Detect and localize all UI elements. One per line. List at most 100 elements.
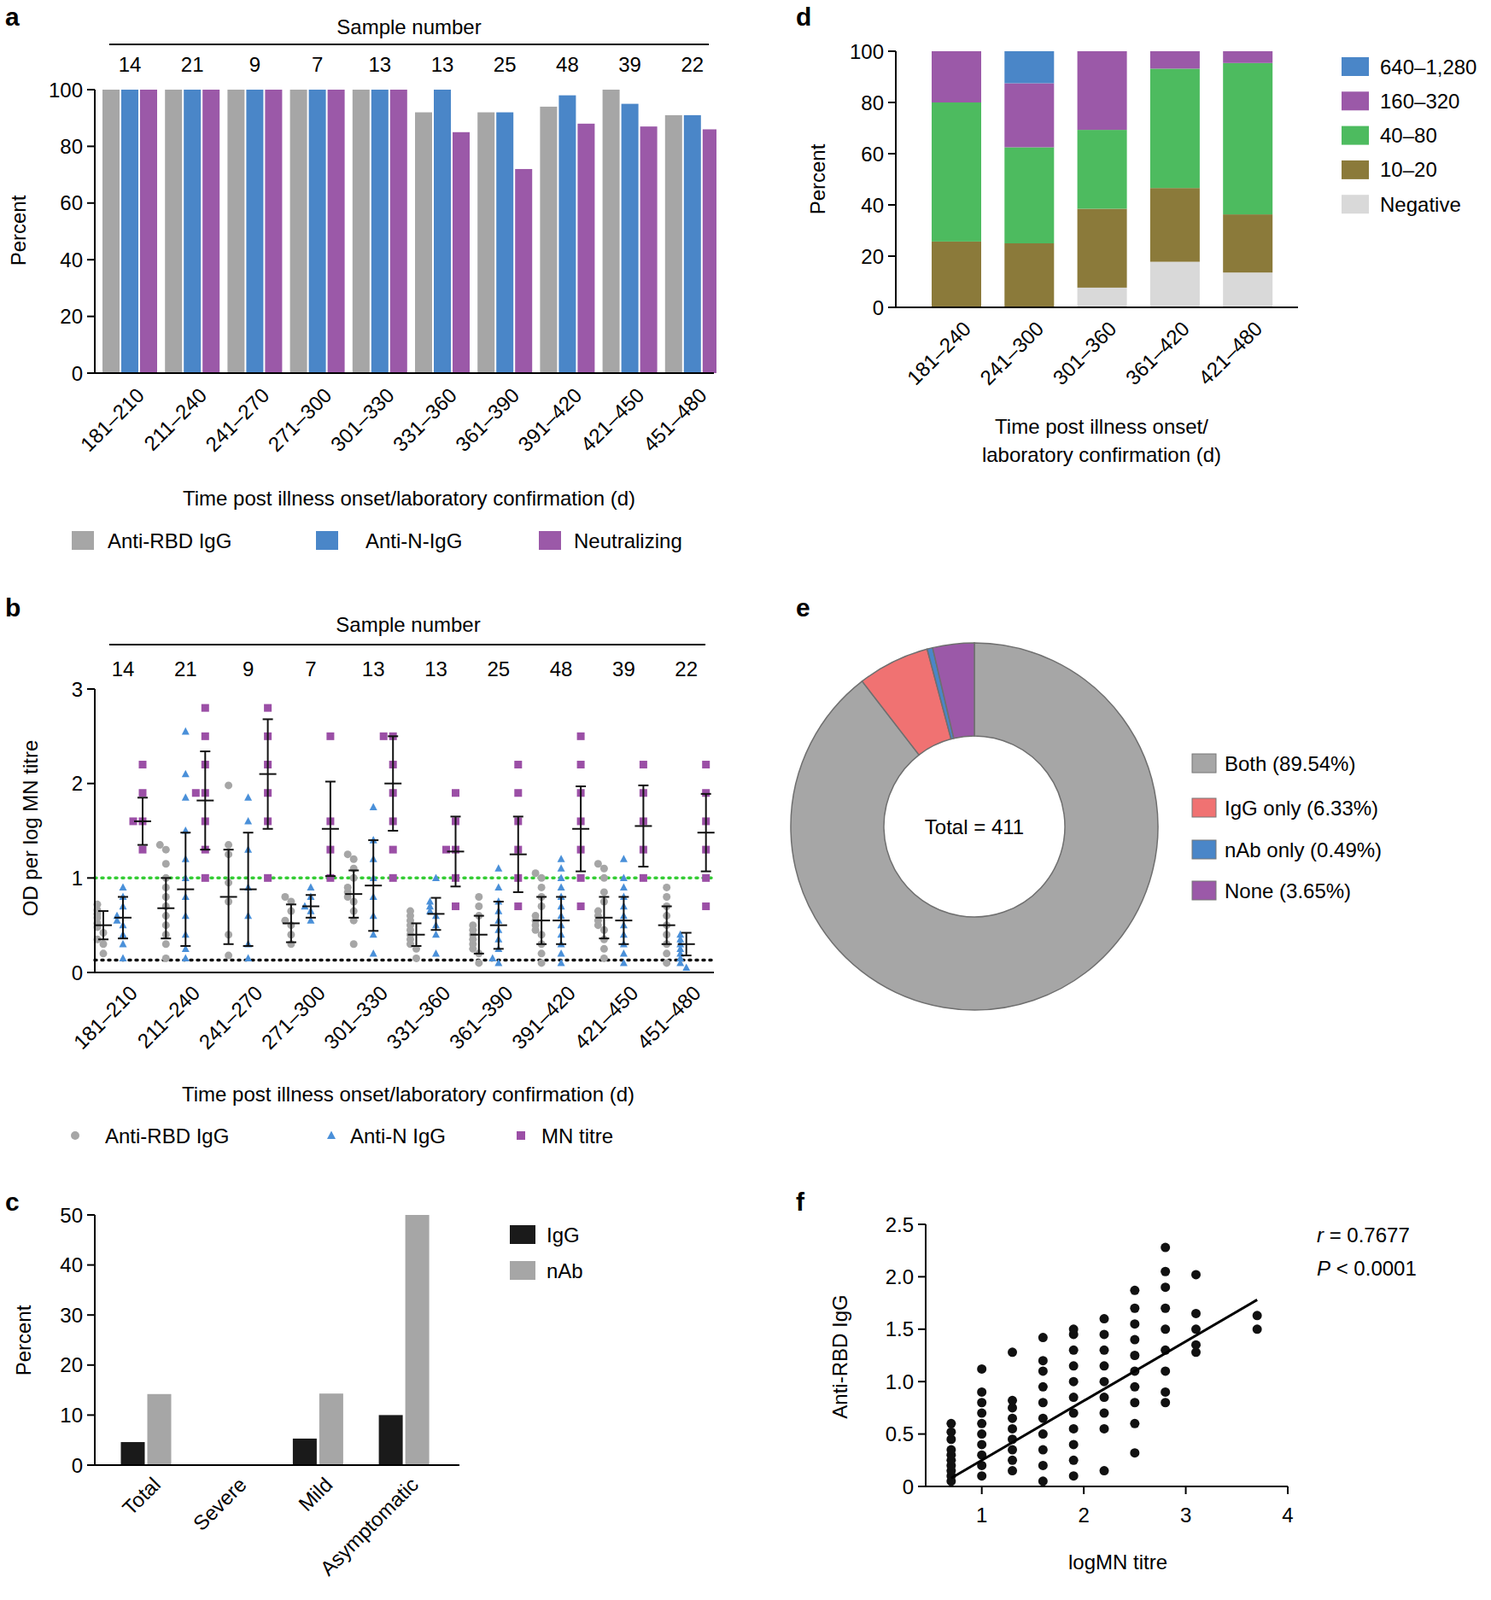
bar: [539, 106, 557, 374]
tick-label: 1: [71, 866, 83, 890]
legend-label: Both (89.54%): [1224, 752, 1356, 776]
error-cap: [325, 875, 336, 878]
point: [514, 902, 522, 911]
x-axis: [94, 372, 714, 375]
point: [1099, 1361, 1110, 1371]
tick-label: 10: [59, 1403, 83, 1427]
x-axis: [895, 306, 1299, 309]
bar: [514, 169, 533, 374]
tick-label: 0: [71, 961, 83, 985]
error-cap: [450, 815, 462, 818]
point: [1069, 1377, 1079, 1387]
mean-line: [384, 783, 402, 785]
error-cap: [555, 943, 567, 946]
bar: [621, 104, 639, 374]
mean-line: [678, 943, 696, 946]
point: [1129, 1286, 1140, 1296]
point: [380, 732, 388, 741]
error-cap: [598, 895, 609, 898]
mean-line: [447, 850, 465, 853]
point: [139, 760, 147, 769]
point: [306, 882, 315, 891]
point: [350, 940, 358, 948]
legend-marker: [70, 1131, 80, 1141]
point: [1191, 1309, 1201, 1319]
bar: [602, 89, 620, 374]
point: [224, 952, 233, 960]
error-cap: [223, 943, 234, 946]
legend-swatch: [509, 1225, 536, 1245]
bar-segment: [1004, 147, 1054, 245]
tick-label: Severe: [188, 1473, 252, 1536]
point: [99, 949, 108, 958]
point: [224, 841, 233, 849]
legend-label: 640–1,280: [1379, 55, 1477, 79]
point: [532, 912, 540, 920]
legend-label: nAb: [546, 1259, 584, 1283]
point: [162, 859, 170, 868]
point: [1069, 1392, 1079, 1403]
figure: aSample number14219713132548392202040608…: [0, 0, 1491, 1600]
bar: [183, 89, 201, 374]
error-cap: [243, 945, 254, 948]
error-cap: [387, 735, 398, 737]
bar: [290, 89, 308, 374]
point: [1129, 1350, 1140, 1361]
tick: [917, 1223, 926, 1226]
error-cap: [223, 848, 234, 851]
sample-number: 22: [674, 657, 698, 681]
point: [1038, 1397, 1048, 1408]
mean-line: [220, 895, 238, 898]
sample-number: 39: [618, 52, 642, 77]
error-cap: [575, 871, 586, 873]
point: [976, 1429, 987, 1439]
point: [639, 874, 648, 883]
error-cap: [368, 839, 379, 842]
mean-line: [697, 831, 715, 834]
point: [1069, 1471, 1079, 1481]
tick-label: 40: [59, 1253, 83, 1277]
point: [976, 1364, 987, 1375]
panel-label: f: [795, 1187, 806, 1217]
tick: [888, 101, 896, 104]
bar: [227, 89, 245, 374]
plot-area: [93, 704, 715, 971]
panel-label: e: [795, 593, 811, 622]
point: [976, 1387, 987, 1398]
point: [619, 873, 628, 882]
bar: [202, 89, 220, 374]
bar: [264, 89, 282, 374]
legend-label: nAb only (0.49%): [1224, 838, 1382, 862]
plot-area: [946, 1243, 1262, 1487]
slice: [790, 643, 1158, 1011]
axis-title: Percent: [11, 1304, 36, 1376]
point: [474, 958, 483, 967]
error-cap: [117, 937, 129, 940]
error-cap: [305, 894, 316, 896]
tick: [888, 50, 896, 53]
tick-label: 331–360: [388, 383, 462, 457]
point: [676, 930, 685, 939]
bar: [327, 89, 345, 374]
point: [201, 874, 210, 883]
tick: [87, 1214, 95, 1217]
point: [162, 940, 170, 948]
legend-label: Anti-N IgG: [350, 1124, 446, 1148]
mean-line: [408, 934, 426, 936]
point: [99, 940, 108, 948]
tick: [87, 202, 95, 205]
point: [1129, 1397, 1140, 1408]
legend-label: 40–80: [1379, 123, 1438, 147]
point: [1129, 1448, 1140, 1458]
legend-label: Negative: [1379, 192, 1462, 217]
point: [369, 802, 378, 811]
legend-swatch: [1192, 798, 1217, 818]
tick-label: 100: [48, 78, 83, 102]
point: [1191, 1269, 1201, 1280]
error-cap: [701, 871, 712, 873]
bar-segment: [1004, 243, 1054, 308]
tick-label: 421–450: [575, 383, 649, 457]
point: [412, 954, 421, 963]
point: [557, 958, 566, 967]
tick: [87, 783, 95, 785]
